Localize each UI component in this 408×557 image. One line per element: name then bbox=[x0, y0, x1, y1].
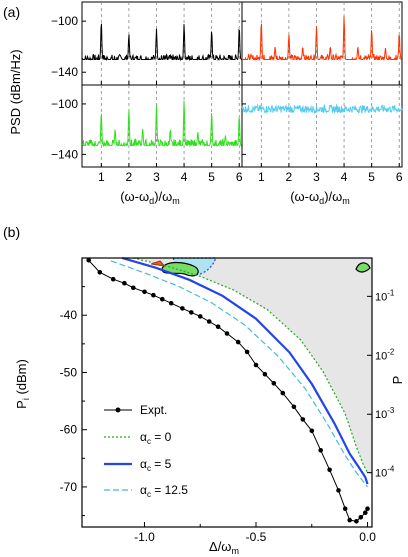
expt-point bbox=[327, 467, 332, 473]
xtick-label: 4 bbox=[181, 170, 188, 184]
expt-point bbox=[224, 331, 230, 336]
expt-point bbox=[354, 519, 359, 524]
expt-point bbox=[86, 258, 91, 263]
xtick-label: 5 bbox=[208, 170, 215, 184]
psd-subplot-bottom-right bbox=[241, 84, 403, 168]
expt-point bbox=[110, 276, 116, 282]
island-green-right bbox=[355, 262, 371, 273]
plot-frame bbox=[81, 257, 373, 528]
expt-point bbox=[271, 381, 277, 386]
expt-point bbox=[142, 289, 147, 295]
ytick-label: -40 bbox=[60, 308, 78, 322]
panel-b-label: (b) bbox=[3, 224, 20, 240]
psd-subplot-top-right bbox=[241, 1, 403, 86]
series-line-3 bbox=[110, 260, 368, 488]
psd-trace bbox=[241, 103, 403, 115]
expt-point bbox=[280, 390, 286, 396]
ytick-label: −140 bbox=[51, 65, 78, 79]
psd-subplot-bottom-left bbox=[81, 84, 243, 168]
expt-point bbox=[168, 300, 174, 306]
ytick-label: -70 bbox=[60, 480, 78, 494]
psd-subplot-top-left bbox=[81, 1, 243, 86]
expt-point bbox=[336, 488, 341, 493]
expt-point bbox=[358, 515, 364, 520]
expt-point bbox=[347, 517, 353, 523]
ytick-label: -50 bbox=[60, 365, 78, 379]
series-line-1 bbox=[133, 257, 369, 473]
psd-xtick-labels: 1 2 3 4 5 6 1 2 3 4 5 6 bbox=[98, 170, 403, 184]
expt-point bbox=[253, 362, 259, 368]
expt-point bbox=[215, 324, 221, 330]
expt-point bbox=[131, 285, 136, 291]
xtick-label: 1 bbox=[98, 170, 105, 184]
xtick-label: -1.0 bbox=[134, 530, 155, 544]
xtick-label: 3 bbox=[313, 170, 320, 184]
psd-trace bbox=[241, 16, 402, 62]
psd-trace bbox=[81, 100, 242, 148]
y2tick-label: 10-3 bbox=[375, 406, 395, 421]
ytick-label: −100 bbox=[51, 97, 78, 111]
psd-ytick-labels: −100 −140 −100 −140 bbox=[51, 14, 78, 161]
legend-label: αc = 5 bbox=[140, 457, 172, 473]
expt-point bbox=[206, 319, 212, 324]
ytick-label: -60 bbox=[60, 423, 78, 437]
expt-point bbox=[151, 292, 156, 298]
legend: Expt. αc = 0 αc = 5 αc = 12.5 bbox=[104, 403, 188, 499]
expt-point bbox=[363, 510, 368, 515]
panel-a-label: (a) bbox=[3, 4, 20, 20]
xtick-label: 2 bbox=[126, 170, 133, 184]
y2tick-label: 10-2 bbox=[375, 347, 395, 362]
y2tick-label: 10-1 bbox=[375, 288, 395, 303]
phase-diagram: -1.0 -0.5 0.0 -40 -50 -60 -70 10-1 10-2 10-3 10-4 E… bbox=[60, 256, 395, 544]
expt-point bbox=[262, 371, 268, 377]
xtick-label: -0.5 bbox=[246, 530, 267, 544]
expt-point bbox=[318, 448, 324, 453]
xtick-label: 6 bbox=[396, 170, 403, 184]
expt-point bbox=[291, 404, 297, 410]
xtick-label: 1 bbox=[258, 170, 265, 184]
xtick-label: 4 bbox=[341, 170, 348, 184]
expt-point bbox=[97, 270, 103, 275]
expt-point bbox=[197, 314, 203, 319]
expt-point bbox=[122, 280, 127, 286]
xtick-label: 3 bbox=[153, 170, 160, 184]
panel-a-xlabel-right: (ω-ωd)/ωm bbox=[290, 189, 350, 206]
panel-a-xlabel-left: (ω-ωd)/ωm bbox=[120, 189, 180, 206]
expt-point bbox=[160, 296, 165, 302]
expt-point bbox=[180, 306, 185, 311]
panel-b-ylabel: Pi (dBm) bbox=[14, 359, 31, 409]
xtick-label: 5 bbox=[368, 170, 375, 184]
expt-point bbox=[309, 428, 315, 434]
series-line-2 bbox=[121, 256, 369, 485]
legend-label: Expt. bbox=[140, 403, 167, 417]
expt-point bbox=[189, 310, 194, 315]
expt-point bbox=[300, 417, 306, 422]
unstable-region bbox=[82, 258, 372, 476]
expt-point bbox=[342, 506, 348, 512]
psd-trace bbox=[81, 23, 243, 62]
expt-point bbox=[244, 349, 250, 355]
panel-b-xlabel: Δ/ωm bbox=[209, 539, 239, 556]
panel-a-ylabel: PSD (dBm/Hz) bbox=[8, 49, 23, 134]
legend-label: αc = 0 bbox=[140, 430, 172, 446]
psd-panels bbox=[81, 1, 403, 168]
expt-point bbox=[365, 506, 370, 512]
ytick-label: −100 bbox=[51, 14, 78, 28]
y2tick-label: 10-4 bbox=[375, 465, 395, 480]
panel-b-y2label: P bbox=[390, 376, 405, 385]
ytick-label: −140 bbox=[51, 147, 78, 161]
xtick-label: 0.0 bbox=[359, 530, 376, 544]
xtick-label: 2 bbox=[286, 170, 293, 184]
xtick-label: 6 bbox=[236, 170, 243, 184]
legend-label: αc = 12.5 bbox=[140, 483, 188, 499]
expt-point bbox=[235, 339, 241, 345]
